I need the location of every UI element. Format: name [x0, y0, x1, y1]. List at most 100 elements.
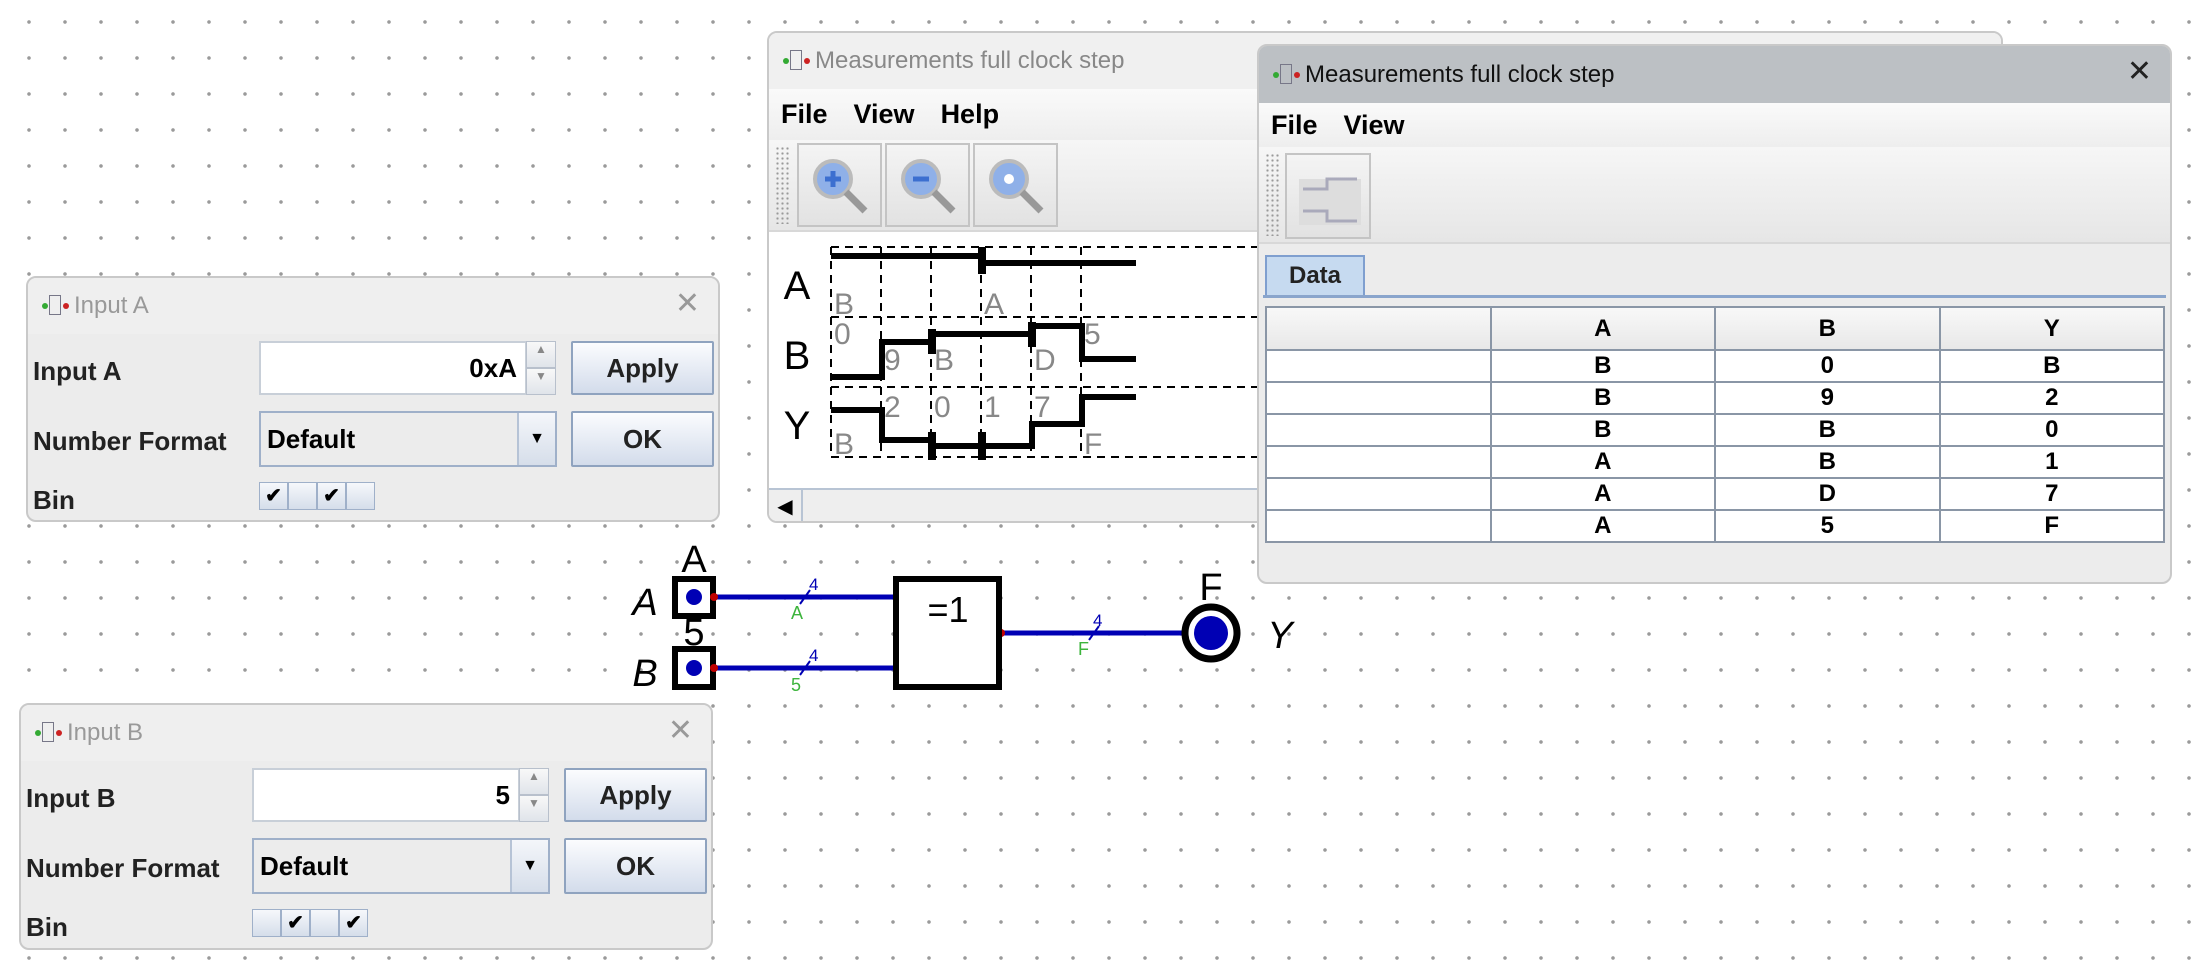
input-b-dialog: Input B ✕ Input B 5 ▲ ▼ Apply Number For… [19, 703, 713, 950]
measurements-window-front: Measurements full clock step ✕ File View… [1257, 44, 2172, 584]
signal-trace [831, 323, 1136, 380]
zoom-fit-icon [989, 159, 1044, 214]
zoom-in-button[interactable] [797, 143, 882, 227]
signal-value-label: B [834, 288, 854, 321]
xor-gate[interactable] [893, 576, 1002, 690]
app-icon [781, 46, 811, 76]
tab-data[interactable]: Data [1265, 255, 1365, 295]
menu-file[interactable]: File [1271, 109, 1318, 140]
close-icon[interactable]: ✕ [667, 714, 693, 747]
waveform-icon [1299, 177, 1361, 225]
bus-width-out: 4 [1093, 611, 1102, 630]
bit-checkbox[interactable] [288, 482, 317, 510]
input-a-pin[interactable] [672, 576, 716, 619]
input-b-name: B [632, 653, 657, 695]
value-input[interactable]: 5 [252, 768, 520, 822]
column-header[interactable]: B [1714, 306, 1941, 351]
value-label: Input A [33, 356, 122, 386]
table-cell: 0 [1714, 349, 1941, 383]
table-cell [1265, 349, 1492, 383]
selected-format: Default [267, 423, 356, 454]
table-cell: 5 [1714, 509, 1941, 543]
chevron-down-icon: ▼ [517, 413, 555, 465]
column-header[interactable]: A [1489, 306, 1716, 351]
table-cell [1265, 381, 1492, 415]
number-format-select[interactable]: Default ▼ [252, 838, 550, 894]
table-cell: B [1489, 381, 1716, 415]
toolbar-grip[interactable] [775, 146, 789, 224]
ok-button[interactable]: OK [564, 838, 707, 894]
spinner-up[interactable]: ▲ [519, 768, 549, 795]
table-cell: B [1489, 413, 1716, 447]
bit-checkbox[interactable] [310, 909, 339, 937]
column-header[interactable]: Y [1938, 306, 2165, 351]
app-icon [40, 291, 70, 321]
number-format-label: Number Format [26, 853, 220, 883]
signal-value-label: 0 [934, 391, 951, 424]
menu-help[interactable]: Help [940, 99, 1000, 129]
spinner-down[interactable]: ▼ [526, 368, 556, 395]
title-bar[interactable]: Measurements full clock step ✕ [1259, 46, 2170, 103]
spinner-down[interactable]: ▼ [519, 795, 549, 822]
zoom-out-button[interactable] [885, 143, 970, 227]
toolbar-grip[interactable] [1265, 153, 1279, 236]
input-b-pin[interactable] [672, 646, 716, 690]
signal-value-label: 5 [1084, 318, 1101, 351]
bit-checkbox[interactable] [346, 482, 375, 510]
output-y[interactable] [1181, 603, 1241, 663]
close-icon[interactable]: ✕ [674, 287, 700, 320]
bit-checkbox[interactable]: ✔ [281, 909, 310, 937]
table-cell: B [1714, 445, 1941, 479]
signal-name: A [784, 264, 811, 308]
number-format-select[interactable]: Default ▼ [259, 411, 557, 467]
bit-checkbox[interactable]: ✔ [339, 909, 368, 937]
input-a-dialog: Input A ✕ Input A 0xA ▲ ▼ Apply Number F… [26, 276, 720, 522]
menu-view[interactable]: View [1343, 109, 1405, 140]
title-bar[interactable]: Input A ✕ [28, 278, 718, 334]
table-cell [1265, 509, 1492, 543]
title-bar[interactable]: Input B ✕ [21, 705, 711, 761]
table-cell: 1 [1938, 445, 2165, 479]
wire-out-value: F [1078, 639, 1089, 659]
bit-checkbox[interactable] [252, 909, 281, 937]
value-input[interactable]: 0xA [259, 341, 527, 395]
ok-button[interactable]: OK [571, 411, 714, 467]
table-cell: F [1938, 509, 2165, 543]
close-icon[interactable]: ✕ [2126, 55, 2152, 88]
table-cell [1265, 413, 1492, 447]
bit-checkbox[interactable]: ✔ [259, 482, 288, 510]
signal-value-label: 2 [884, 391, 901, 424]
table-cell: 0 [1938, 413, 2165, 447]
apply-button[interactable]: Apply [564, 768, 707, 822]
dialog-title: Input B [67, 719, 144, 746]
wire-a-value: A [791, 603, 803, 623]
signal-name: Y [784, 404, 811, 448]
spinner-up[interactable]: ▲ [526, 341, 556, 368]
bus-width-b: 4 [809, 646, 818, 665]
signal-name: B [784, 334, 811, 378]
scroll-left-button[interactable]: ◀ [769, 490, 803, 521]
show-graph-button[interactable] [1285, 153, 1371, 239]
menu-view[interactable]: View [853, 99, 915, 129]
bin-label: Bin [26, 912, 68, 942]
menu-file[interactable]: File [781, 99, 828, 129]
column-header[interactable] [1265, 306, 1492, 351]
zoom-fit-button[interactable] [973, 143, 1058, 227]
bit-checkbox[interactable]: ✔ [317, 482, 346, 510]
signal-value-label: A [984, 288, 1004, 321]
apply-button[interactable]: Apply [571, 341, 714, 395]
table-cell: A [1489, 445, 1716, 479]
input-a-name: A [630, 582, 657, 624]
signal-value-label: B [834, 428, 854, 461]
bin-label: Bin [33, 485, 75, 515]
table-cell: 9 [1714, 381, 1941, 415]
